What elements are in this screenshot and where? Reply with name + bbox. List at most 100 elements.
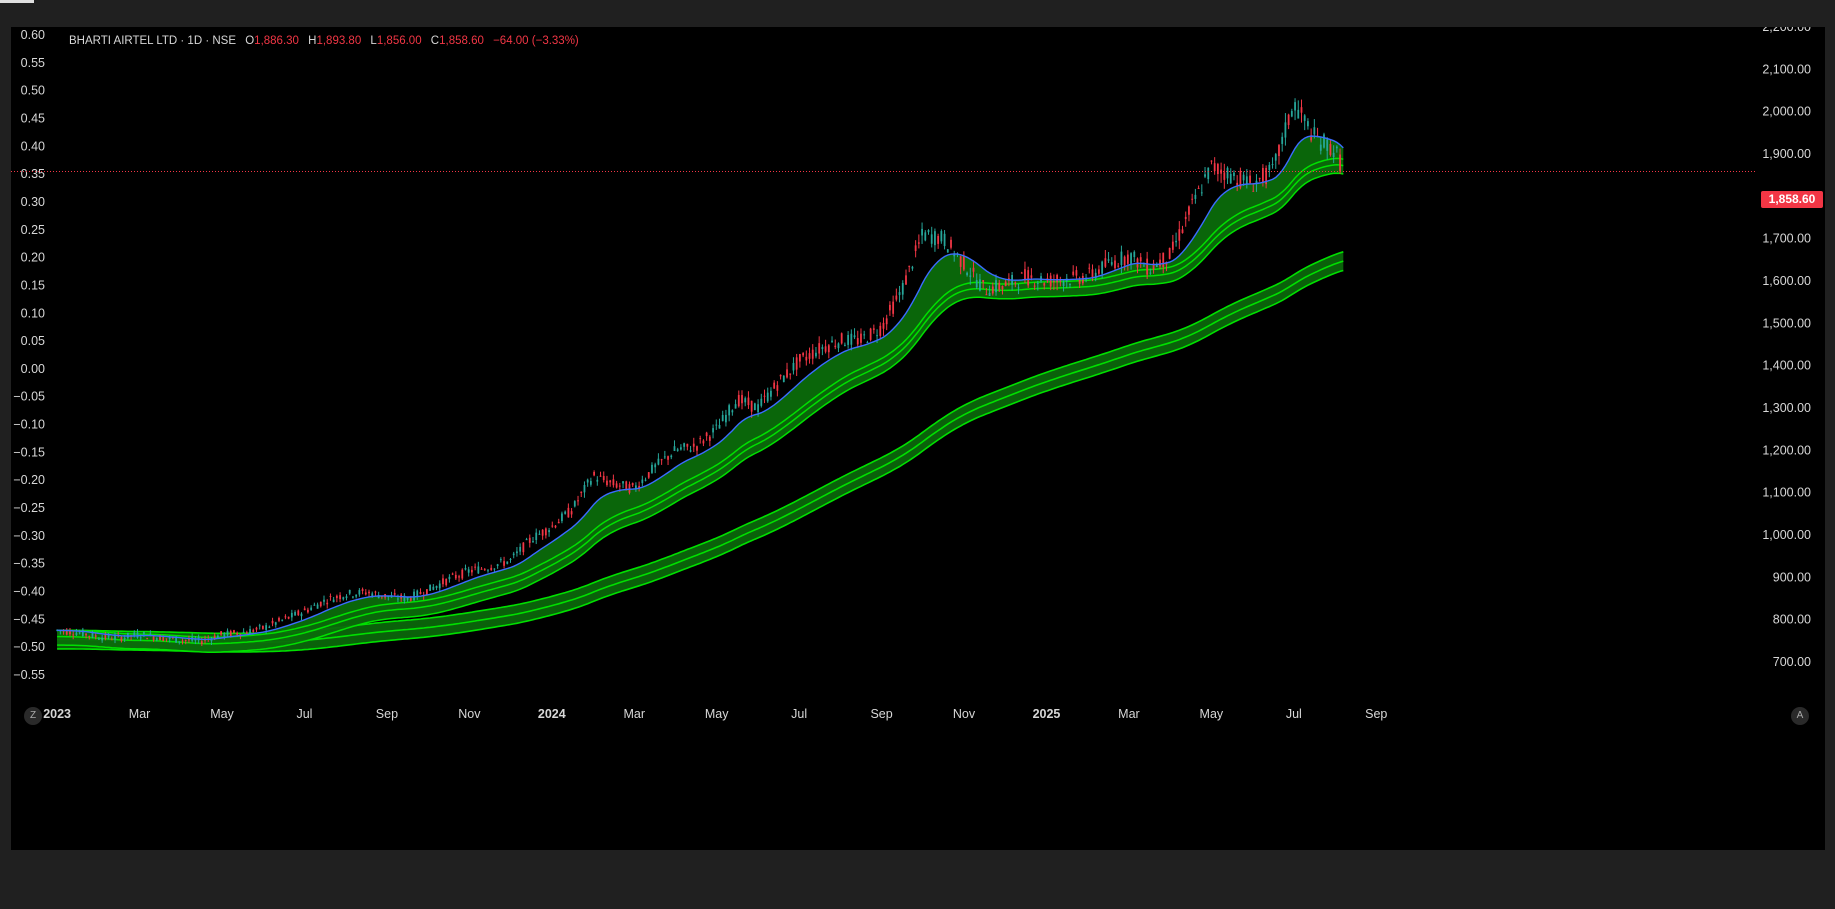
candle-body: [972, 267, 975, 272]
left-axis-tick: 0.10: [21, 306, 45, 320]
candle-body: [741, 395, 743, 404]
candle-body: [1094, 272, 1097, 279]
candle-body: [1123, 256, 1126, 266]
chart-panel[interactable]: 0.60 0.55 0.50 0.45 0.40 0.35 0.30 0.25 0.20 0.15…: [11, 27, 1825, 850]
candle-body: [895, 295, 898, 300]
candle-body: [278, 617, 280, 621]
candle-body: [329, 595, 332, 597]
candle-body: [599, 475, 602, 477]
left-axis-tick: −0.50: [13, 640, 45, 654]
candle-body: [139, 637, 142, 639]
candle-body: [313, 604, 316, 606]
candle-body: [737, 394, 740, 407]
left-axis-tick: −0.40: [13, 585, 45, 599]
candle-body: [615, 483, 618, 488]
candle-body: [1252, 190, 1255, 192]
candle-body: [512, 553, 515, 556]
candle-body: [953, 253, 956, 257]
auto-scale-button[interactable]: A: [1791, 707, 1809, 725]
candle-body: [355, 594, 358, 597]
candle-body: [1043, 283, 1046, 286]
candle-body: [718, 425, 721, 429]
candle-body: [1101, 261, 1104, 274]
candle-body: [1033, 285, 1036, 287]
candle-body: [274, 622, 277, 625]
candle-body: [1088, 267, 1091, 269]
candle-body: [245, 632, 248, 634]
candle-body: [175, 636, 177, 643]
candle-body: [943, 233, 946, 247]
candle-body: [786, 369, 788, 378]
symbol-label[interactable]: BHARTI AIRTEL LTD · 1D · NSE: [69, 35, 237, 47]
candle-body: [98, 638, 100, 640]
candle-body: [651, 464, 653, 473]
candle-body: [406, 597, 409, 600]
candle-body: [1268, 164, 1271, 170]
candle-body: [1262, 167, 1264, 183]
candle-body: [464, 568, 467, 570]
candle-body: [554, 525, 557, 528]
window-tab-indicator: [0, 0, 34, 3]
candle-body: [310, 607, 313, 610]
candle-body: [583, 484, 586, 493]
candle-body: [734, 404, 737, 409]
candle-body: [409, 598, 412, 601]
candle-body: [808, 353, 811, 359]
candle-body: [1030, 275, 1033, 278]
price-chart[interactable]: 0.60 0.55 0.50 0.45 0.40 0.35 0.30 0.25 0.20 0.15…: [11, 27, 1825, 850]
candle-body: [339, 595, 341, 600]
candle-body: [1242, 174, 1245, 181]
candle-body: [342, 597, 345, 600]
candle-body: [1216, 164, 1219, 175]
candle-body: [352, 596, 354, 598]
candle-body: [1274, 154, 1277, 161]
candle-body: [474, 566, 477, 568]
candle-body: [220, 631, 223, 635]
right-axis-tick: 1,500.00: [1762, 316, 1811, 330]
candle-body: [541, 529, 544, 536]
candle-body: [114, 635, 116, 640]
candle-body: [345, 596, 348, 599]
x-axis-tick: 2024: [538, 707, 566, 721]
candle-body: [564, 511, 567, 514]
candle-body: [712, 428, 714, 433]
candle-body: [516, 551, 518, 554]
candle-body: [657, 458, 660, 465]
candle-body: [969, 275, 972, 277]
candle-body: [265, 625, 268, 630]
candle-body: [1245, 176, 1248, 184]
candle-body: [358, 590, 361, 595]
candle-body: [1139, 257, 1142, 262]
candle-body: [975, 280, 978, 288]
candle-body: [1310, 135, 1313, 141]
candle-body: [1171, 241, 1174, 250]
candle-body: [898, 292, 901, 296]
x-axis-tick: Jul: [1286, 707, 1302, 721]
candle-body: [1332, 152, 1335, 157]
candle-body: [586, 479, 589, 483]
slow-ribbon-line: [57, 260, 1344, 644]
candle-body: [634, 485, 637, 490]
candle-body: [178, 641, 181, 643]
candle-body: [914, 245, 917, 252]
candle-body: [1249, 175, 1251, 183]
candle-body: [368, 591, 370, 594]
left-axis-tick: −0.35: [13, 557, 45, 571]
candle-body: [229, 631, 232, 637]
timezone-button[interactable]: Z: [24, 707, 42, 725]
left-axis-tick: 0.20: [21, 251, 45, 265]
candle-body: [950, 239, 952, 248]
candle-body: [699, 438, 702, 440]
candle-body: [1120, 251, 1123, 265]
x-axis-tick: Nov: [953, 707, 976, 721]
left-axis-tick: 0.55: [21, 56, 45, 70]
candle-body: [168, 636, 171, 639]
candle-body: [905, 275, 907, 285]
candle-body: [307, 609, 309, 613]
candle-body: [104, 633, 107, 639]
candle-body: [850, 333, 853, 345]
candle-body: [252, 629, 255, 632]
candle-body: [860, 333, 862, 343]
candle-body: [184, 639, 187, 641]
candle-body: [1284, 122, 1287, 138]
